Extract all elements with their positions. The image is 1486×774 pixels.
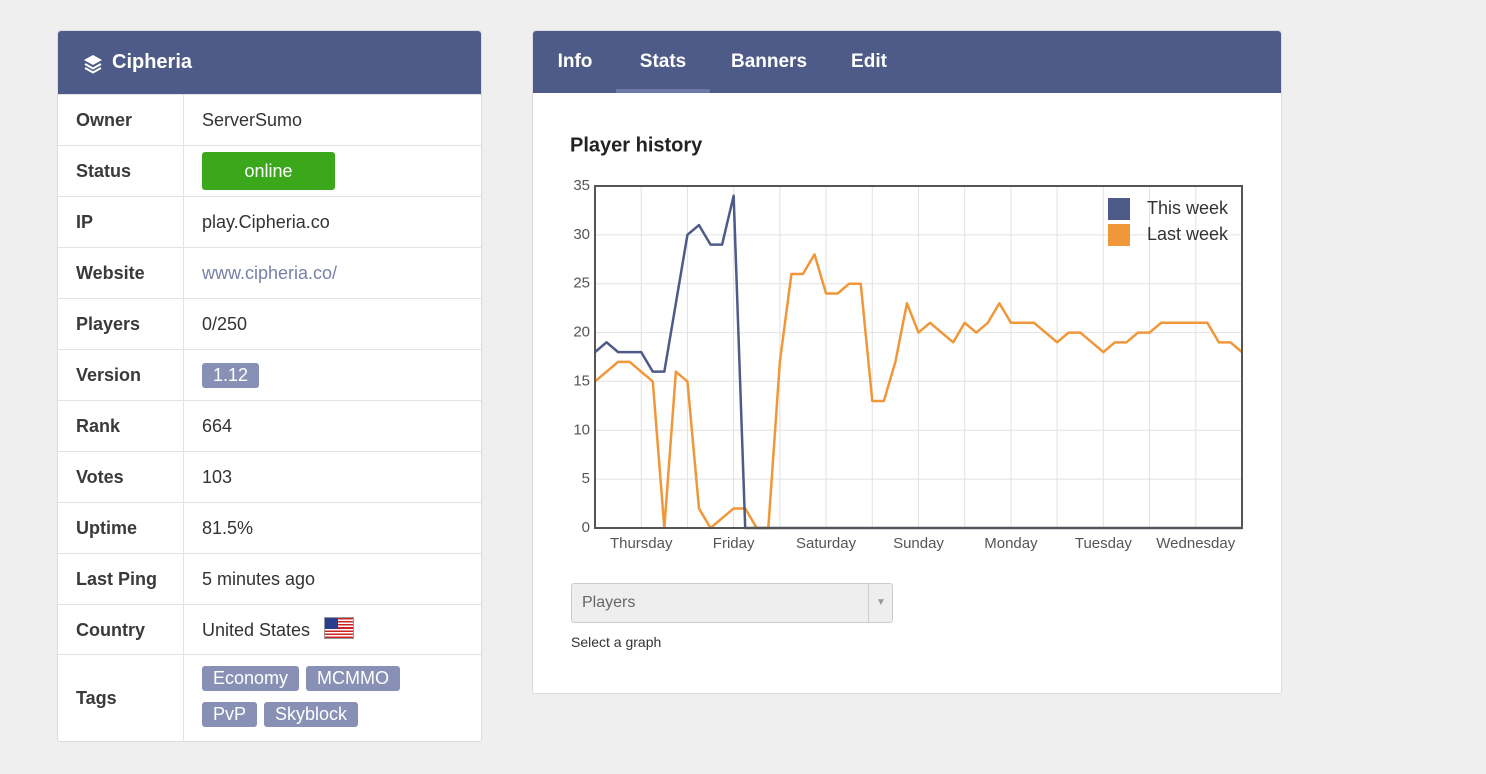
status-badge: online xyxy=(202,152,335,190)
tag[interactable]: PvP xyxy=(202,702,258,727)
row-value: 81.5% xyxy=(202,503,253,553)
separator xyxy=(183,605,184,655)
row-value: ServerSumo xyxy=(202,95,302,145)
row-label: Country xyxy=(76,620,145,640)
row-label: Website xyxy=(76,263,145,283)
tab[interactable]: Stats xyxy=(616,31,710,93)
select-arrow: ▼ xyxy=(868,584,893,622)
separator xyxy=(183,452,184,502)
row-label: Tags xyxy=(76,688,117,708)
value-text: ServerSumo xyxy=(202,110,303,130)
server-name: Cipheria xyxy=(112,51,193,73)
separator xyxy=(183,503,184,553)
separator xyxy=(183,146,184,196)
info-row: Owner ServerSumo xyxy=(58,94,481,145)
info-row: IP play.Cipheria.co xyxy=(58,196,481,247)
info-row: Votes 103 xyxy=(58,451,481,502)
tab-bar: Info Stats Banners Edit xyxy=(533,31,1281,93)
flag xyxy=(324,617,355,639)
value-text: play.Cipheria.co xyxy=(202,212,330,232)
row-label: IP xyxy=(76,212,94,232)
separator xyxy=(183,554,184,604)
value-text: 0/250 xyxy=(202,314,248,334)
separator xyxy=(183,248,184,298)
value-text: 81.5% xyxy=(202,518,254,538)
row-value: 103 xyxy=(202,452,232,502)
row-label: Status xyxy=(76,161,132,181)
server-card: Cipheria Owner ServerSumo Status online IP pl… xyxy=(57,30,482,742)
row-label: Players xyxy=(76,314,141,334)
row-value: 1.12 xyxy=(202,350,260,400)
row-value: online xyxy=(202,146,335,196)
row-value: 0/250 xyxy=(202,299,247,349)
separator xyxy=(183,299,184,349)
flag-canton xyxy=(325,618,339,629)
tab[interactable]: Banners xyxy=(730,51,808,72)
row-value: 664 xyxy=(202,401,232,451)
info-row: Version 1.12 xyxy=(58,349,481,400)
row-label: Votes xyxy=(76,467,124,487)
stats-card: Info Stats Banners Edit Players ▼ Select a … xyxy=(532,30,1282,694)
tag[interactable]: Economy xyxy=(202,666,300,691)
row-value: play.Cipheria.co xyxy=(202,197,330,247)
row-label: Owner xyxy=(76,110,133,130)
row-label: Uptime xyxy=(76,518,138,538)
select-caption: Select a graph xyxy=(571,634,662,650)
version-badge: 1.12 xyxy=(202,363,260,388)
info-row: Last Ping 5 minutes ago xyxy=(58,553,481,604)
value-text: United States xyxy=(202,620,311,640)
separator xyxy=(183,350,184,400)
info-row: Country United States xyxy=(58,604,481,655)
tag[interactable]: Skyblock xyxy=(264,702,359,727)
info-row: Website www.cipheria.co/ xyxy=(58,247,481,298)
separator xyxy=(183,95,184,145)
graph-select[interactable]: Players ▼ xyxy=(571,583,893,623)
website-link[interactable]: www.cipheria.co/ xyxy=(202,263,338,283)
card-header: Cipheria xyxy=(58,31,481,94)
separator xyxy=(183,401,184,451)
info-row: Status online xyxy=(58,145,481,196)
info-row: Rank 664 xyxy=(58,400,481,451)
tag[interactable]: MCMMO xyxy=(306,666,401,691)
row-value: 5 minutes ago xyxy=(202,554,315,604)
row-value: United States xyxy=(202,605,355,655)
value-text: 5 minutes ago xyxy=(202,569,316,589)
row-label: Version xyxy=(76,365,142,385)
tab[interactable]: Info xyxy=(557,51,593,72)
tags-row: Tags Economy MCMMO PvP Skyblock xyxy=(58,654,481,742)
tab[interactable]: Edit xyxy=(851,51,887,72)
info-row: Players 0/250 xyxy=(58,298,481,349)
row-label: Rank xyxy=(76,416,121,436)
value-text: 664 xyxy=(202,416,233,436)
separator xyxy=(183,197,184,247)
row-value: www.cipheria.co/ xyxy=(202,248,337,298)
row-label: Last Ping xyxy=(76,569,158,589)
info-row: Uptime 81.5% xyxy=(58,502,481,553)
value-text: 103 xyxy=(202,467,233,487)
select-value: Players xyxy=(582,594,636,611)
layers-icon xyxy=(84,55,102,74)
